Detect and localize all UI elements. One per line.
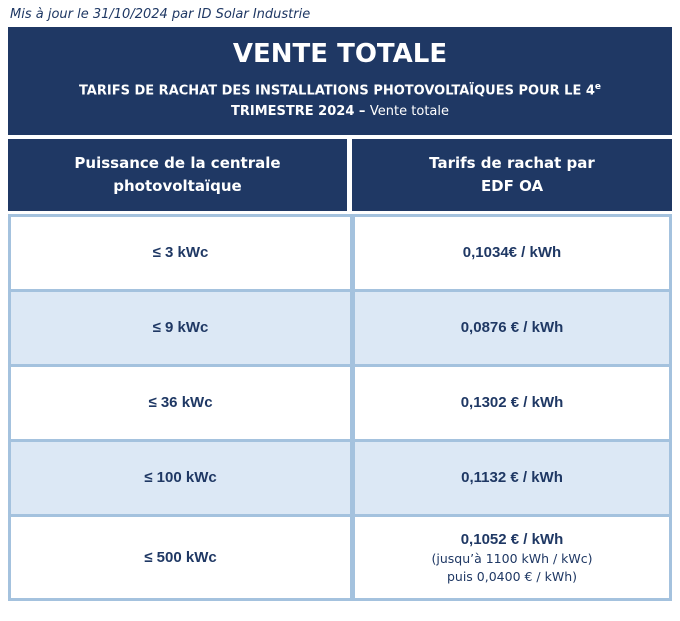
tariff-note-line2: puis 0,0400 € / kWh) [446, 568, 578, 584]
column-header-power-line2: photovoltaïque [113, 177, 242, 196]
tariff-cell: 0,1132 € / kWh [355, 442, 669, 515]
tariff-infographic: Mis à jour le 31/10/2024 par ID Solar In… [0, 7, 680, 621]
tariff-cell: 0,1034€ / kWh [355, 217, 669, 290]
subtitle-superscript: e [594, 82, 602, 92]
tariff-cell: 0,1052 € / kWh (jusqu’à 1100 kWh / kWc) … [355, 517, 669, 599]
tariff-table-body: ≤ 3 kWc 0,1034€ / kWh ≤ 9 kWc 0,0876 € /… [8, 214, 672, 602]
column-header-tariff-line2: EDF OA [480, 177, 544, 196]
tariff-note-line1: (jusqu’à 1100 kWh / kWc) [431, 550, 593, 566]
column-header-power: Puissance de la centrale photovoltaïque [8, 139, 347, 212]
table-header-row: Puissance de la centrale photovoltaïque … [8, 139, 672, 212]
subtitle-line1: TARIFS DE RACHAT DES INSTALLATIONS PHOTO… [78, 83, 595, 99]
subtitle-line2-bold: TRIMESTRE 2024 – [231, 104, 370, 120]
title-banner: VENTE TOTALE TARIFS DE RACHAT DES INSTAL… [8, 27, 672, 136]
page-subtitle: TARIFS DE RACHAT DES INSTALLATIONS PHOTO… [22, 77, 658, 122]
updated-note: Mis à jour le 31/10/2024 par ID Solar In… [10, 7, 311, 22]
page-title: VENTE TOTALE [232, 39, 448, 69]
subtitle-line2-regular: Vente totale [369, 104, 449, 120]
power-cell: ≤ 500 kWc [11, 517, 350, 599]
power-cell: ≤ 100 kWc [11, 442, 350, 515]
column-header-power-line1: Puissance de la centrale [74, 154, 281, 173]
column-header-tariff-line1: Tarifs de rachat par [429, 154, 595, 173]
tariff-cell: 0,1302 € / kWh [355, 367, 669, 440]
power-cell: ≤ 3 kWc [11, 217, 350, 290]
tariff-cell: 0,0876 € / kWh [355, 292, 669, 365]
tariff-main-value: 0,1052 € / kWh [460, 530, 564, 548]
power-cell: ≤ 36 kWc [11, 367, 350, 440]
power-cell: ≤ 9 kWc [11, 292, 350, 365]
column-header-tariff: Tarifs de rachat par EDF OA [352, 139, 672, 212]
